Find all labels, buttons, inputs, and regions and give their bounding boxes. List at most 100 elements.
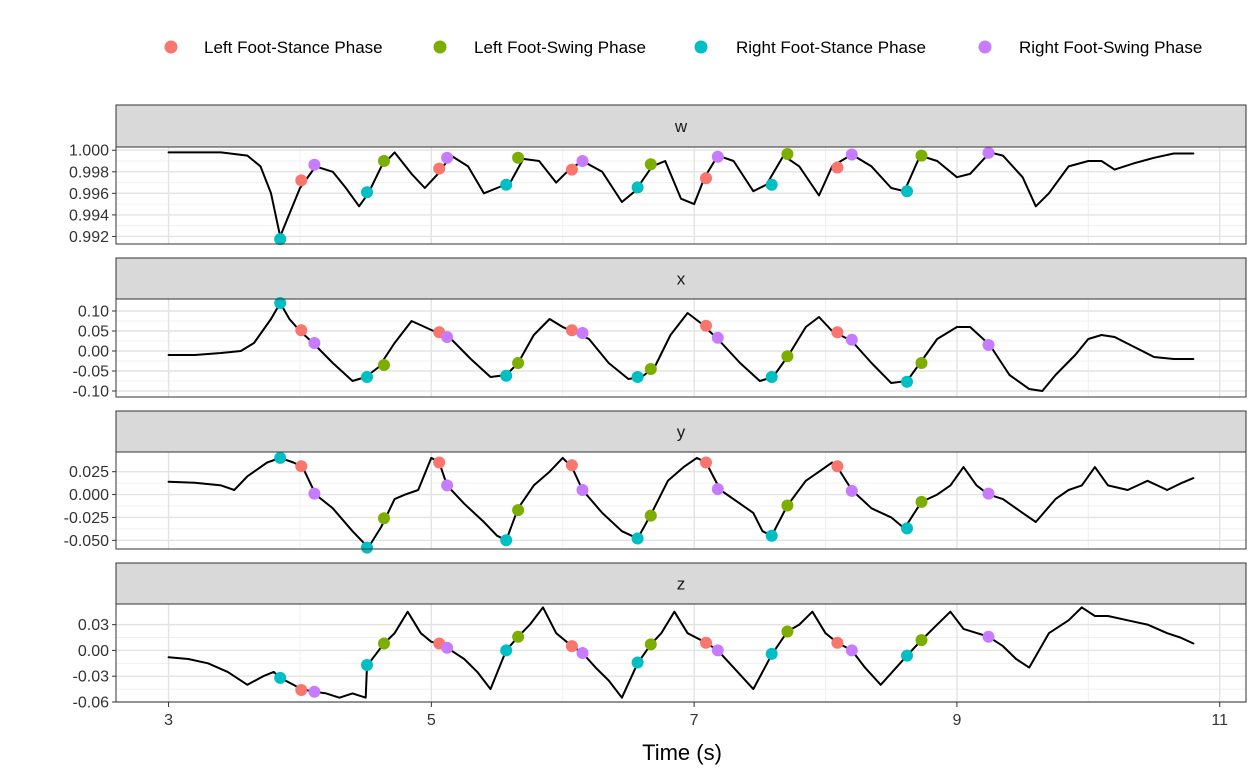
facet-panel-w: w 0.992 0.994 0.996 0.998 1.000 bbox=[69, 104, 1247, 246]
data-point bbox=[781, 625, 794, 638]
data-point bbox=[361, 371, 373, 383]
data-point bbox=[361, 659, 373, 671]
data-point bbox=[433, 162, 446, 175]
data-point bbox=[576, 484, 589, 496]
legend-label: Left Foot-Swing Phase bbox=[474, 38, 646, 57]
data-point bbox=[576, 647, 589, 659]
legend: Left Foot-Stance Phase Left Foot-Swing Ph… bbox=[164, 38, 1202, 57]
facet-panel-z: z -0.06 -0.03 0.00 0.03 bbox=[73, 562, 1247, 712]
data-point bbox=[765, 529, 778, 542]
data-point bbox=[915, 149, 928, 162]
data-point bbox=[831, 161, 844, 174]
y-tick-label: 0.996 bbox=[69, 186, 109, 203]
data-point bbox=[644, 509, 657, 522]
y-tick-label: 0.994 bbox=[69, 207, 109, 224]
y-tick-label: -0.050 bbox=[64, 533, 109, 550]
plot-background bbox=[116, 604, 1246, 702]
data-point bbox=[982, 630, 995, 643]
data-point bbox=[831, 636, 844, 649]
legend-item: Right Foot-Stance Phase bbox=[694, 38, 926, 57]
x-tick-label: 3 bbox=[164, 712, 173, 729]
y-tick-label: 0.998 bbox=[69, 164, 109, 181]
y-tick-label: 0.10 bbox=[78, 304, 109, 321]
data-point bbox=[274, 451, 287, 464]
data-point bbox=[378, 637, 390, 650]
data-point bbox=[512, 151, 525, 164]
data-point bbox=[915, 357, 928, 369]
data-point bbox=[644, 638, 657, 651]
data-point bbox=[631, 371, 644, 383]
facet-strip bbox=[115, 562, 1247, 605]
data-point bbox=[845, 644, 858, 657]
data-point bbox=[711, 150, 724, 163]
data-point bbox=[901, 649, 913, 662]
data-point bbox=[631, 532, 644, 545]
data-point bbox=[512, 357, 525, 369]
plot-background bbox=[116, 452, 1246, 549]
data-point bbox=[644, 158, 657, 171]
data-point bbox=[295, 174, 308, 187]
data-point bbox=[644, 363, 657, 375]
legend-item: Left Foot-Stance Phase bbox=[164, 38, 383, 57]
data-point bbox=[765, 371, 778, 383]
facet-strip-label: y bbox=[677, 423, 686, 442]
legend-item: Right Foot-Swing Phase bbox=[978, 38, 1202, 57]
y-tick-label: 1.000 bbox=[69, 143, 109, 160]
data-point bbox=[700, 172, 712, 185]
series-line bbox=[167, 456, 1195, 549]
series-line bbox=[167, 302, 1195, 392]
data-point bbox=[982, 339, 995, 351]
data-point bbox=[565, 640, 578, 653]
data-point bbox=[576, 327, 589, 339]
y-tick-label: 0.025 bbox=[69, 464, 109, 481]
facet-strip bbox=[115, 257, 1247, 300]
data-point bbox=[308, 685, 321, 698]
data-point bbox=[308, 487, 321, 500]
facet-strip-label: z bbox=[677, 575, 686, 594]
data-point bbox=[565, 324, 578, 337]
x-axis-title: Time (s) bbox=[642, 740, 722, 765]
panel-border bbox=[115, 146, 1247, 245]
data-point bbox=[781, 148, 794, 160]
y-tick-label: 0.00 bbox=[78, 344, 109, 361]
y-tick-label: -0.03 bbox=[73, 669, 110, 686]
data-point bbox=[576, 155, 589, 167]
data-point bbox=[631, 181, 644, 194]
data-point bbox=[700, 636, 712, 649]
data-point bbox=[700, 456, 712, 469]
data-point bbox=[378, 359, 390, 371]
facet-strip-label: w bbox=[674, 117, 688, 136]
data-point bbox=[295, 684, 308, 696]
data-point bbox=[781, 499, 794, 512]
x-tick-label: 11 bbox=[1211, 712, 1228, 729]
data-point bbox=[274, 671, 287, 684]
plot-background bbox=[116, 147, 1246, 244]
legend-item: Left Foot-Swing Phase bbox=[433, 38, 646, 57]
data-point bbox=[631, 656, 644, 669]
panel-border bbox=[115, 603, 1247, 703]
x-axis: 3 5 7 9 11 bbox=[164, 702, 1228, 729]
data-point bbox=[361, 186, 373, 199]
data-point bbox=[378, 155, 390, 167]
data-point bbox=[845, 484, 858, 497]
facet-strip bbox=[115, 104, 1247, 148]
data-point bbox=[831, 326, 844, 339]
data-point bbox=[901, 185, 913, 198]
panel-border bbox=[115, 298, 1247, 398]
legend-label: Right Foot-Stance Phase bbox=[736, 38, 926, 57]
legend-label: Left Foot-Stance Phase bbox=[204, 38, 383, 57]
data-point bbox=[915, 495, 928, 508]
data-point bbox=[915, 634, 928, 647]
data-point bbox=[711, 331, 724, 344]
x-tick-label: 9 bbox=[952, 712, 961, 729]
data-point bbox=[845, 148, 858, 161]
y-tick-label: -0.025 bbox=[64, 510, 109, 527]
data-point bbox=[982, 487, 995, 500]
x-tick-label: 7 bbox=[690, 712, 699, 729]
y-tick-label: 0.00 bbox=[78, 643, 109, 660]
facet-panels: w 0.992 0.994 0.996 0.998 1.000 x -0.10 -0.05 0.0… bbox=[64, 104, 1247, 712]
data-point bbox=[565, 459, 578, 472]
data-point bbox=[512, 504, 525, 517]
data-point bbox=[274, 297, 287, 309]
data-point bbox=[901, 375, 913, 388]
